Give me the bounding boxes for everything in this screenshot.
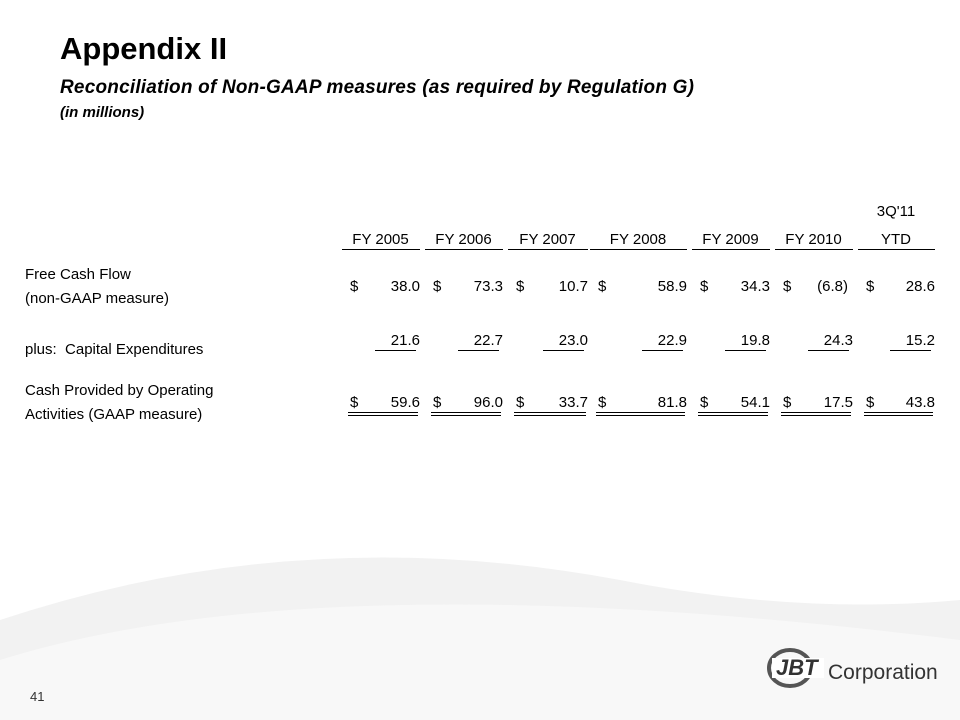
column-header: YTD: [881, 231, 911, 248]
row-label: plus: Capital Expenditures: [25, 341, 204, 358]
subtitle: Reconciliation of Non-GAAP measures (as …: [60, 77, 695, 98]
currency: $: [598, 278, 607, 295]
currency: $: [700, 278, 709, 295]
column-header: FY 2007: [519, 231, 576, 248]
rule: [431, 412, 501, 413]
rule: [781, 412, 851, 413]
rule: [458, 350, 499, 351]
cell-value: 10.7: [558, 278, 588, 295]
rule: [858, 249, 935, 250]
units: (in millions): [60, 104, 145, 121]
currency: $: [516, 278, 525, 295]
rule: [348, 415, 418, 416]
currency: $: [783, 394, 792, 411]
cell-value: 59.6: [390, 394, 420, 411]
rule: [692, 249, 770, 250]
cell-value: 22.9: [657, 332, 687, 349]
column-header: 3Q'11: [876, 203, 916, 220]
cell-value: 22.7: [473, 332, 503, 349]
rule: [375, 350, 416, 351]
rule: [514, 415, 586, 416]
cell-value: 38.0: [390, 278, 420, 295]
row-label: Activities (GAAP measure): [25, 406, 203, 423]
rule: [698, 415, 768, 416]
currency: $: [866, 278, 875, 295]
column-header: FY 2010: [785, 231, 842, 248]
title: Appendix II: [60, 31, 228, 66]
cell-value: 15.2: [905, 332, 935, 349]
cell-value: 81.8: [657, 394, 687, 411]
row-label: Cash Provided by Operating: [25, 382, 214, 399]
currency: $: [598, 394, 607, 411]
logo-text: Corporation: [828, 661, 938, 684]
currency: $: [350, 278, 359, 295]
cell-value: 17.5: [823, 394, 853, 411]
rule: [642, 350, 683, 351]
rule: [808, 350, 849, 351]
currency: $: [433, 278, 442, 295]
row-label: Free Cash Flow: [25, 266, 131, 283]
currency: $: [700, 394, 709, 411]
rule: [781, 415, 851, 416]
currency: $: [516, 394, 525, 411]
rule: [425, 249, 503, 250]
column-header: FY 2005: [352, 231, 409, 248]
cell-value: 19.8: [740, 332, 770, 349]
rule: [864, 412, 933, 413]
rule: [864, 415, 933, 416]
cell-value: 54.1: [740, 394, 770, 411]
logo-mark: JBT: [776, 655, 818, 680]
rule: [590, 249, 687, 250]
cell-value: 43.8: [905, 394, 935, 411]
column-header: FY 2009: [702, 231, 759, 248]
cell-value: 24.3: [823, 332, 853, 349]
cell-value: 73.3: [473, 278, 503, 295]
currency: $: [866, 394, 875, 411]
rule: [725, 350, 766, 351]
rule: [890, 350, 931, 351]
page-number: 41: [30, 689, 45, 704]
cell-value: 33.7: [558, 394, 588, 411]
cell-value: 28.6: [905, 278, 935, 295]
cell-value: 23.0: [558, 332, 588, 349]
column-header: FY 2006: [435, 231, 492, 248]
rule: [508, 249, 588, 250]
row-label: (non-GAAP measure): [25, 290, 169, 307]
cell-value: 21.6: [390, 332, 420, 349]
currency: $: [350, 394, 359, 411]
rule: [431, 415, 501, 416]
cell-value: 34.3: [740, 278, 770, 295]
rule: [348, 412, 418, 413]
rule: [514, 412, 586, 413]
rule: [775, 249, 853, 250]
rule: [543, 350, 584, 351]
cell-value: 96.0: [473, 394, 503, 411]
rule: [698, 412, 768, 413]
currency: $: [433, 394, 442, 411]
currency: $: [783, 278, 792, 295]
rule: [596, 412, 685, 413]
cell-value: 58.9: [657, 278, 687, 295]
rule: [596, 415, 685, 416]
column-header: FY 2008: [609, 231, 667, 248]
rule: [342, 249, 420, 250]
cell-value: (6.8): [817, 278, 848, 295]
